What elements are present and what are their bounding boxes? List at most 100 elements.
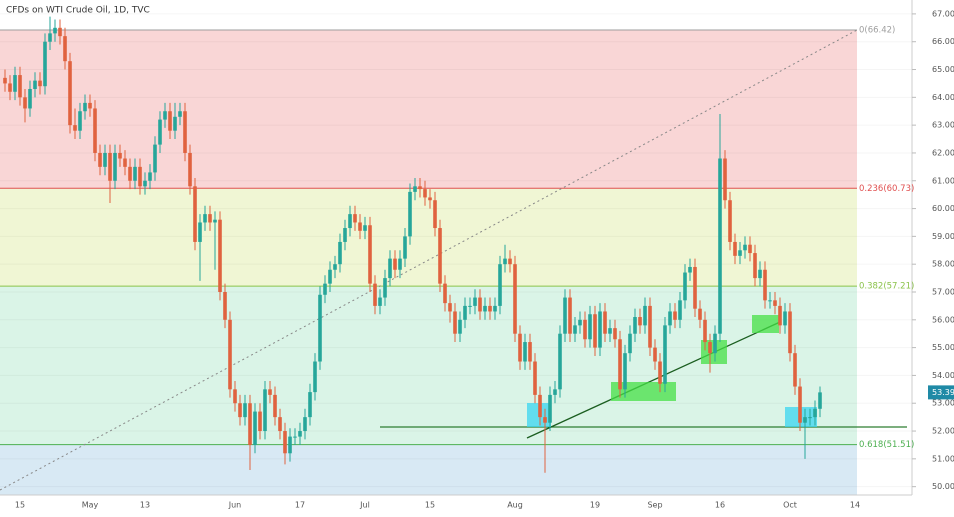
candle-body xyxy=(598,311,602,348)
y-tick-label: 59.00 xyxy=(932,232,954,241)
x-tick-label: Jul xyxy=(359,501,370,510)
candle-body xyxy=(158,119,162,145)
candle-body xyxy=(763,269,767,301)
candle-body xyxy=(613,328,617,340)
candle-body xyxy=(48,33,52,42)
candle-body xyxy=(368,225,372,284)
candle-body xyxy=(33,80,37,89)
candle-body xyxy=(263,389,267,432)
candle-body xyxy=(243,403,247,418)
candle-body xyxy=(673,311,677,320)
candle-body xyxy=(313,361,317,393)
x-tick-label: 13 xyxy=(140,501,150,510)
candle-body xyxy=(548,394,552,423)
candle-body xyxy=(558,333,562,390)
candle-body xyxy=(768,300,772,302)
fib-trend-line xyxy=(0,29,858,491)
candle-body xyxy=(748,244,752,254)
candle-body xyxy=(133,166,137,181)
y-tick-label: 56.00 xyxy=(932,315,954,324)
y-tick-label: 64.00 xyxy=(932,93,954,102)
y-tick-label: 51.00 xyxy=(932,454,954,463)
candle-body xyxy=(758,269,762,279)
candle-body xyxy=(413,186,417,192)
x-tick-label: May xyxy=(82,501,99,510)
x-tick-label: 16 xyxy=(715,501,725,510)
candle-body xyxy=(618,339,622,390)
y-tick-label: 60.00 xyxy=(932,204,954,213)
y-tick-label: 61.00 xyxy=(932,176,954,185)
candle-body xyxy=(23,97,27,109)
candle-body xyxy=(743,244,747,251)
y-tick-label: 62.00 xyxy=(932,148,954,157)
candle-body xyxy=(353,214,357,223)
candle-body xyxy=(488,305,492,312)
candle-body xyxy=(323,283,327,295)
candle-body xyxy=(433,200,437,229)
candle-body xyxy=(688,266,692,273)
y-tick-label: 50.00 xyxy=(932,482,954,491)
candle-body xyxy=(493,305,497,312)
candle-body xyxy=(478,297,482,312)
candle-body xyxy=(198,222,202,242)
candle-body xyxy=(148,172,152,181)
candle-body xyxy=(653,347,657,362)
x-tick-label: Jun xyxy=(228,501,242,510)
candle-body xyxy=(563,297,567,334)
candle-body xyxy=(793,353,797,387)
grid xyxy=(0,13,912,488)
candle-body xyxy=(213,219,217,223)
candle-body xyxy=(818,392,822,409)
candle-body xyxy=(703,319,707,343)
candle-body xyxy=(728,200,732,242)
candle-body xyxy=(3,77,7,84)
candle-body xyxy=(128,166,132,181)
axes: 0(66.42) 0.236(60.73) 0.382(57.21) 0.618(51… xyxy=(15,9,954,510)
candle-body xyxy=(583,319,587,340)
candle-body xyxy=(233,389,237,404)
x-tick-label: Sep xyxy=(647,501,662,510)
x-tick-label: Aug xyxy=(507,501,523,510)
fib-level-label: 0.382(57.21) xyxy=(859,282,914,292)
candle-body xyxy=(803,417,807,423)
candle-body xyxy=(113,152,117,181)
candle-body xyxy=(138,166,142,187)
candle-body xyxy=(203,214,207,223)
candle-body xyxy=(398,258,402,270)
candle-body xyxy=(123,158,127,167)
candle-body xyxy=(53,27,57,34)
candle-body xyxy=(778,305,782,326)
candle-body xyxy=(708,342,712,354)
candle-body xyxy=(38,80,42,87)
candle-body xyxy=(348,214,352,229)
candle-body xyxy=(393,258,397,270)
candle-body xyxy=(733,241,737,256)
candle-body xyxy=(283,431,287,454)
candle-body xyxy=(268,389,272,395)
candle-body xyxy=(468,305,472,307)
y-tick-label: 53.00 xyxy=(932,399,954,408)
candle-body xyxy=(713,333,717,354)
drawings xyxy=(0,29,907,491)
candle-body xyxy=(543,417,547,423)
last-price-label: 53.39 xyxy=(932,388,954,397)
fib-level-label: 0.236(60.73) xyxy=(859,184,914,194)
fib-zone xyxy=(0,188,857,287)
candle-body xyxy=(193,186,197,242)
candle-body xyxy=(463,305,467,320)
candle-body xyxy=(328,269,332,284)
candle-body xyxy=(228,319,232,390)
candle-body xyxy=(538,394,542,418)
y-tick-label: 52.00 xyxy=(932,427,954,436)
candle-body xyxy=(108,152,112,181)
candle-body xyxy=(593,314,597,348)
fib-level-label: 0(66.42) xyxy=(859,26,895,36)
chart-title: CFDs on WTI Crude Oil, 1D, TVC xyxy=(6,6,150,16)
candle-body xyxy=(633,317,637,334)
candle-body xyxy=(503,258,507,265)
candle-body xyxy=(63,36,67,62)
candle-body xyxy=(643,305,647,326)
candle-body xyxy=(238,403,242,418)
candle-body xyxy=(453,311,457,334)
